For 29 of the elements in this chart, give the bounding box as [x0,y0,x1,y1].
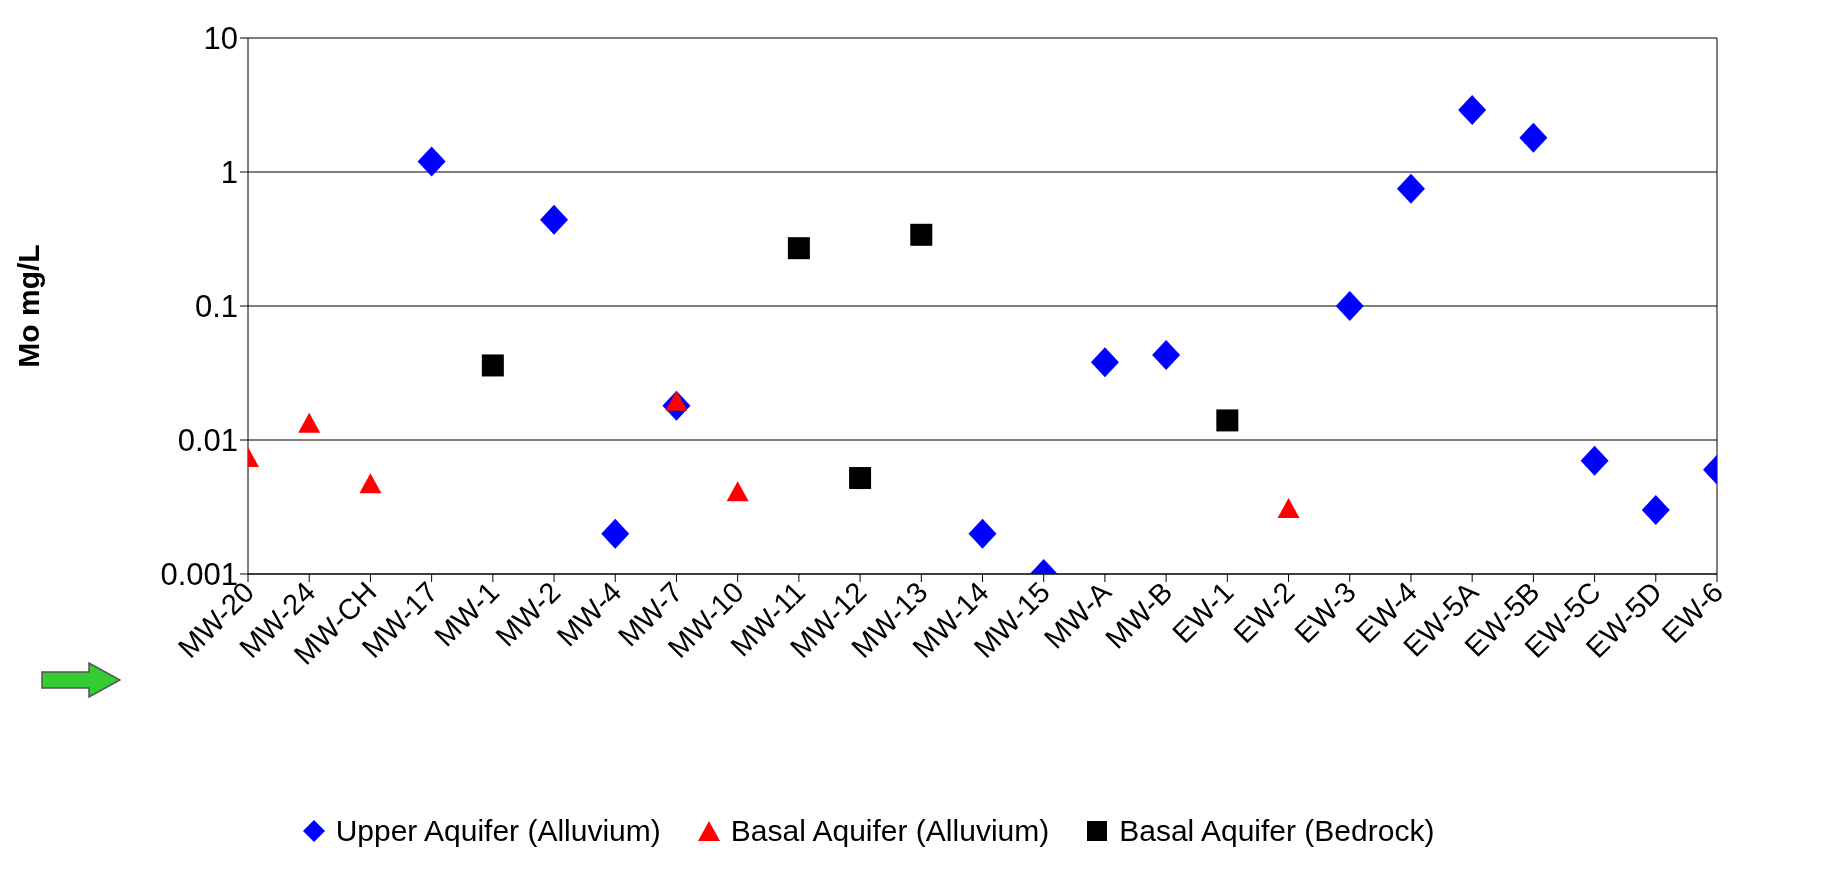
point [359,473,382,494]
point [1641,495,1670,526]
point [1396,173,1425,204]
point [298,412,321,433]
point [726,481,749,502]
legend-label: Upper Aquifer (Alluvium) [334,814,661,848]
point [540,204,569,235]
y-tick-label: 0.01 [177,423,238,459]
point [1580,445,1609,476]
point [1335,291,1364,321]
point [1090,347,1119,378]
legend-label: Basal Aquifer (Alluvium) [729,814,1050,848]
y-tick-label: 10 [203,21,238,57]
point [968,518,997,549]
y-tick-label: 0.1 [194,289,238,325]
point [910,223,933,246]
point [1216,409,1239,432]
point [601,518,630,549]
point [1458,95,1487,126]
point [849,467,872,490]
point [787,237,810,260]
y-axis-title: Mo mg/L [11,244,45,368]
y-tick-label: 1 [220,155,238,191]
legend-label: Basal Aquifer (Bedrock) [1118,814,1435,848]
point [1152,340,1181,371]
point [481,354,504,377]
point [1277,498,1300,519]
point [1519,122,1548,153]
point [417,146,446,177]
